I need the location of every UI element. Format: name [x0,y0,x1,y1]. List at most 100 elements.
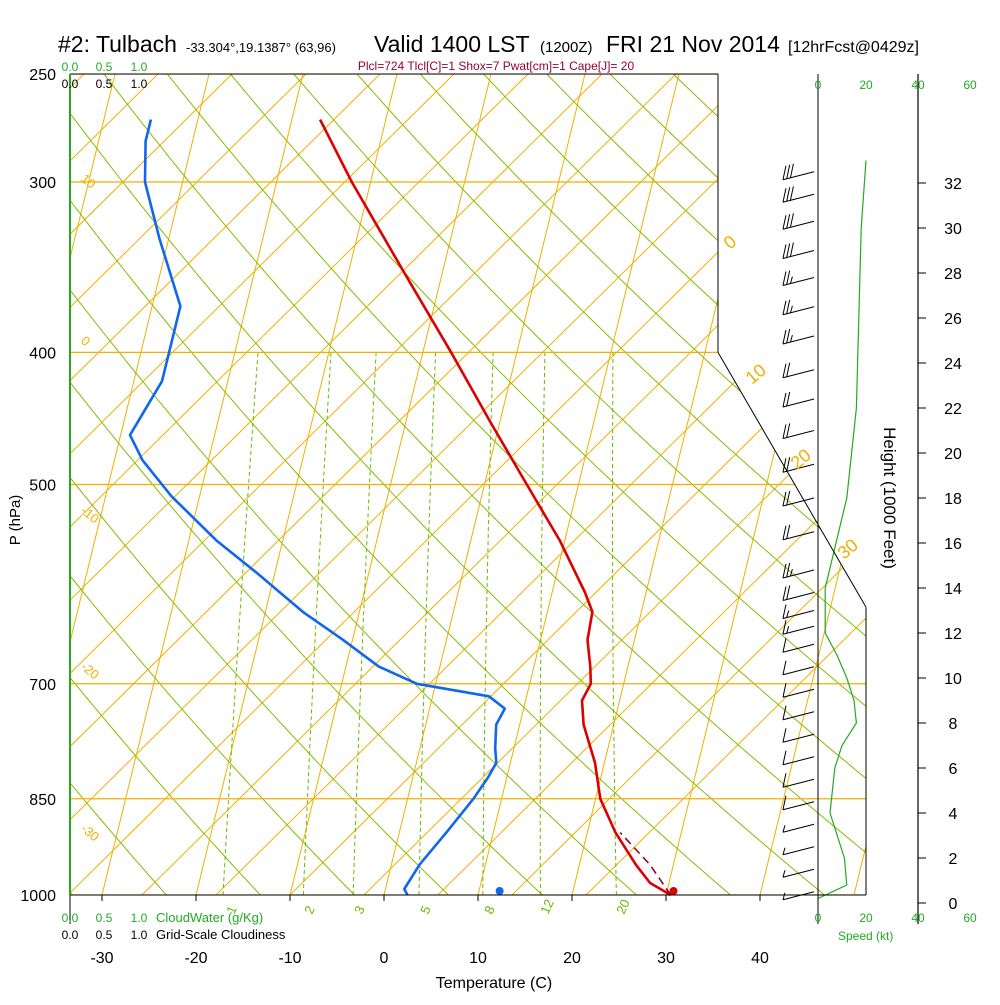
pressure-tick-label: 700 [29,677,56,694]
barb-flag [787,244,790,258]
barb-flag [787,329,790,343]
barb-flag [783,638,786,652]
barb-staff [783,824,814,832]
barb-half-flag [783,825,785,832]
barb-flag [783,605,786,619]
barb-half-flag [790,277,792,284]
mixing-ratio-line [419,352,436,895]
surface-temperature-dot [670,887,678,895]
cloudiness-top-tick: 1.0 [131,77,148,91]
barb-flag [787,586,790,600]
barb-flag [783,425,786,439]
wind-barb [783,213,814,229]
dry-adiabat-label: 20 [787,445,815,473]
isotherm-label: 0 [78,333,93,349]
valid-utc: (1200Z) [540,39,593,56]
barb-half-flag [783,848,785,855]
height-tick-label: 14 [944,581,962,598]
cloudwater-top-tick: 0.0 [62,60,79,74]
barb-staff [783,757,814,765]
temperature-line [320,120,671,895]
barb-flag [783,526,786,540]
barb-flag [787,214,790,228]
cloudwater-top-tick: 1.0 [131,60,148,74]
mixing-ratio-line [613,352,617,895]
sounding-profiles [130,120,678,895]
height-tick-label: 16 [944,536,962,553]
surface-dewpoint-dot [496,887,504,895]
wind-barb [783,847,814,855]
dry-adiabat-label: 10 [742,360,770,388]
x-tick-label: -20 [184,950,207,967]
cloudiness-axis-label: Grid-Scale Cloudiness [156,927,286,942]
barb-flag [783,272,786,286]
mixing-ratio-label: 2 [301,903,318,916]
wind-barb [783,392,814,407]
x-tick-label: 0 [380,950,389,967]
mixing-ratio-label: 12 [537,897,557,916]
mixing-ratio-line [483,352,493,895]
barb-half-flag [783,870,785,877]
barb-flag [790,186,793,200]
wind-barb [783,329,814,344]
wind-barb [783,271,814,286]
wind-barb [783,363,814,378]
wind-speed-top-tick: 20 [859,78,873,92]
wind-speed-axis-label: Speed (kt) [838,929,893,943]
frame-right-slant [718,352,866,607]
barb-flag [783,245,786,259]
height-tick-label: 12 [944,626,962,643]
pressure-tick-label: 850 [29,792,56,809]
barb-flag [783,188,786,202]
barb-flag [787,363,790,377]
barb-flag [783,330,786,344]
isotherm-label: -10 [78,503,102,527]
height-tick-label: 28 [944,266,962,283]
isotherm-label: 10 [78,171,99,192]
cloudwater-top-tick: 0.5 [96,60,113,74]
wind-barb [783,563,814,578]
cloudiness-bottom-tick: 0.0 [62,928,79,942]
barb-half-flag [790,306,792,313]
barb-half-flag [790,335,792,342]
cloudwater-axis-label: CloudWater (g/Kg) [156,910,263,925]
wind-barb [783,164,814,180]
height-axis-title: Height (1000 Feet) [880,427,899,569]
station-title: #2: Tulbach [58,31,177,57]
x-tick-label: 40 [751,950,769,967]
mixing-ratio-line [223,352,258,895]
wind-barb [783,824,814,832]
wind-barb [783,751,814,765]
mixing-ratio-line [303,352,331,895]
x-tick-label: -30 [90,950,113,967]
valid-date: FRI 21 Nov 2014 [606,31,780,57]
height-tick-label: 20 [944,446,962,463]
x-axis-title: Temperature (C) [436,975,552,992]
barb-flag [787,392,790,406]
cloudwater-bottom-tick: 0.0 [62,911,79,925]
barb-flag [783,661,786,675]
wind-barb [783,491,814,506]
height-tick-label: 30 [944,221,962,238]
height-tick-label: 2 [949,851,958,868]
barb-flag [787,271,790,285]
barb-flag [783,620,786,634]
height-tick-label: 22 [944,401,962,418]
wind-barb [783,796,814,810]
adiabat-ref-line [0,74,10,895]
cloudwater-bottom-tick: 0.5 [96,911,113,925]
barb-flag [783,587,786,601]
height-tick-label: 8 [949,716,958,733]
height-tick-label: 0 [949,896,958,913]
barb-flag [783,706,786,720]
barb-flag [790,243,793,257]
y-axis-title: P (hPa) [7,495,24,546]
isotherm-line [854,74,1000,895]
parameters-line: Plcl=724 Tlcl[C]=1 Shox=7 Pwat[cm]=1 Cap… [358,59,635,73]
barb-flag [783,751,786,765]
wind-speed-top-tick: 40 [911,78,925,92]
isotherm-label: -30 [78,821,102,845]
wind-barb [783,869,814,877]
